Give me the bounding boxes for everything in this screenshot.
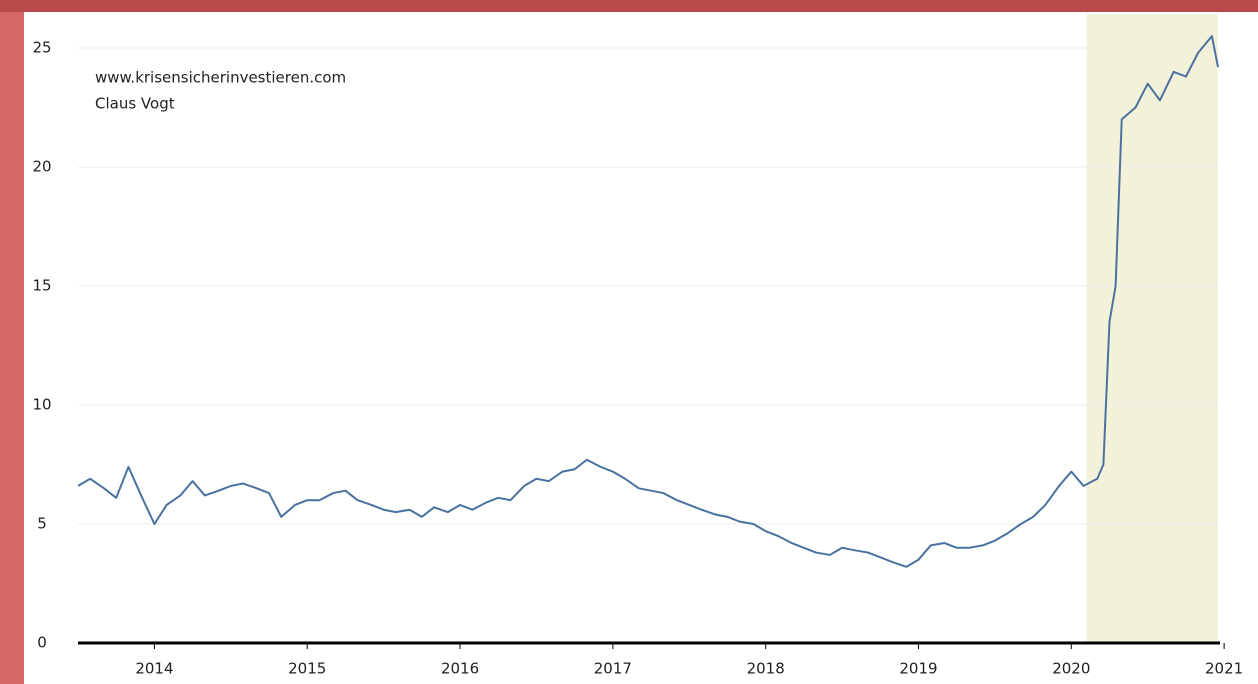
x-tick-label: 2020 [1052,660,1090,678]
x-tick-label: 2017 [594,660,632,678]
x-tick-label: 2014 [135,660,173,678]
annotation: Claus Vogt [95,95,175,113]
chart-panel [24,12,1258,684]
y-tick-label: 15 [32,277,51,295]
x-tick-label: 2015 [288,660,326,678]
x-tick-label: 2021 [1205,660,1243,678]
data-line [77,35,1219,568]
top-strip [0,0,1258,12]
y-tick-label: 5 [37,515,47,533]
y-tick-label: 25 [32,39,51,57]
foreground-layer: 0 5 10 15 20 25 2014 2015 2016 2017 2018 2019 2020 20… [32,35,1243,678]
y-tick-label: 10 [32,396,51,414]
x-tick-label: 2018 [747,660,785,678]
y-tick-label: 20 [32,158,51,176]
y-tick-label: 0 [37,634,47,652]
x-tick-label: 2016 [441,660,479,678]
highlight-band [1086,14,1218,643]
x-tick-label: 2019 [899,660,937,678]
annotation: www.krisensicherinvestieren.com [95,69,346,87]
